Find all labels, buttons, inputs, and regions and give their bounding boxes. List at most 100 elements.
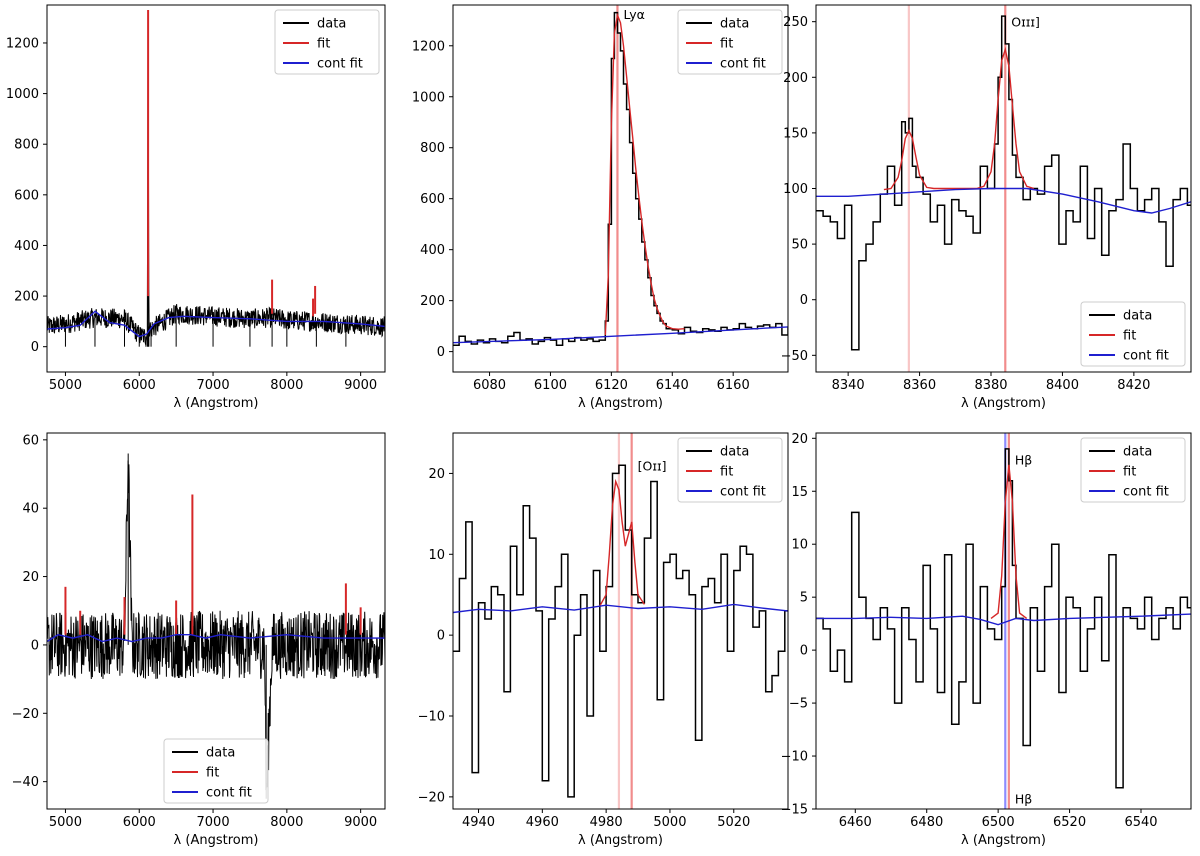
legend: data fit cont fit xyxy=(677,437,783,503)
legend: data fit cont fit xyxy=(274,9,380,75)
y-tick-label: 200 xyxy=(14,290,39,305)
axes-frame xyxy=(46,432,386,810)
chart-panel-5: 4940 4960 4980 5000 5020 −20 −10 0 10 20 λ (Angstr… xyxy=(418,432,789,848)
x-tick-label: 6120 xyxy=(595,378,628,393)
x-tick-label: 4960 xyxy=(526,815,559,830)
legend: data fit cont fit xyxy=(163,738,269,804)
x-tick-label: 6500 xyxy=(982,815,1015,830)
x-tick-label: 6160 xyxy=(717,378,750,393)
y-tick-label: 20 xyxy=(428,467,445,482)
y-tick-label: −5 xyxy=(789,697,808,712)
y-tick-label: 400 xyxy=(14,239,39,254)
legend-label: cont fit xyxy=(720,57,766,72)
x-tick-label: 5020 xyxy=(717,815,750,830)
x-tick-label: 8000 xyxy=(270,815,303,830)
axes-frame xyxy=(815,432,1192,810)
legend-box xyxy=(274,9,380,75)
legend-label: fit xyxy=(1123,329,1136,344)
y-tick-label: 50 xyxy=(791,238,808,253)
x-axis-label: λ (Angstrom) xyxy=(578,396,663,411)
legend-box xyxy=(163,738,269,804)
x-axis-label: λ (Angstrom) xyxy=(174,396,259,411)
x-tick-label: 9000 xyxy=(344,815,377,830)
y-tick-label: 400 xyxy=(420,243,445,258)
x-axis-label: λ (Angstrom) xyxy=(961,833,1046,848)
y-tick-label: −40 xyxy=(12,775,39,790)
x-tick-label: 6100 xyxy=(534,378,567,393)
legend-label: cont fit xyxy=(1123,349,1169,364)
plot-area xyxy=(816,433,1191,809)
line-annotation: [Oɪɪ] xyxy=(638,458,667,473)
series-cont-fit xyxy=(453,603,788,614)
legend-label: cont fit xyxy=(720,485,766,500)
x-tick-label: 6140 xyxy=(656,378,689,393)
y-tick-label: 200 xyxy=(420,294,445,309)
chart-panel-4: 5000 6000 7000 8000 9000 −40 −20 0 20 40 60 λ (Angs… xyxy=(12,432,386,848)
y-tick-label: −10 xyxy=(781,750,808,765)
legend-box xyxy=(1080,301,1186,367)
x-tick-label: 7000 xyxy=(197,378,230,393)
series-data xyxy=(47,460,385,791)
series-fit xyxy=(990,464,1028,619)
axes-frame xyxy=(452,4,789,373)
x-axis-label: λ (Angstrom) xyxy=(174,833,259,848)
x-tick-label: 6520 xyxy=(1053,815,1086,830)
legend-label: fit xyxy=(720,465,733,480)
x-tick-label: 4940 xyxy=(462,815,495,830)
x-tick-label: 5000 xyxy=(49,815,82,830)
axes-frame xyxy=(452,432,789,810)
legend-label: data xyxy=(720,445,749,460)
plot-area xyxy=(47,453,385,799)
y-tick-label: 600 xyxy=(420,192,445,207)
plot-area xyxy=(816,5,1191,372)
y-tick-label: 250 xyxy=(783,15,808,30)
x-tick-label: 8360 xyxy=(903,378,936,393)
chart-panel-1: 5000 6000 7000 8000 9000 0 200 400 600 800 1000 120… xyxy=(6,4,386,411)
legend-label: data xyxy=(1123,309,1152,324)
y-tick-label: 600 xyxy=(14,188,39,203)
y-tick-label: 20 xyxy=(791,432,808,447)
series-data xyxy=(453,464,788,798)
chart-panel-2: 6080 6100 6120 6140 6160 0 200 400 600 800 1000 120… xyxy=(412,4,789,411)
y-tick-label: −20 xyxy=(418,790,445,805)
line-annotation: Oɪɪɪ] xyxy=(1011,15,1040,30)
x-tick-label: 5000 xyxy=(49,378,82,393)
plot-area xyxy=(453,433,788,809)
y-tick-label: 800 xyxy=(420,141,445,156)
legend-label: fit xyxy=(720,37,733,52)
y-tick-label: −20 xyxy=(12,707,39,722)
y-tick-label: 20 xyxy=(22,570,39,585)
y-tick-label: 0 xyxy=(437,345,445,360)
y-tick-label: 1000 xyxy=(6,87,39,102)
y-tick-label: 100 xyxy=(783,182,808,197)
x-tick-label: 6000 xyxy=(123,815,156,830)
x-tick-label: 6540 xyxy=(1124,815,1157,830)
x-tick-label: 5000 xyxy=(653,815,686,830)
legend-box xyxy=(677,9,783,75)
y-tick-label: 0 xyxy=(437,629,445,644)
x-axis-label: λ (Angstrom) xyxy=(961,396,1046,411)
x-tick-label: 6080 xyxy=(473,378,506,393)
y-tick-label: 800 xyxy=(14,138,39,153)
legend-label: fit xyxy=(1123,465,1136,480)
y-tick-label: 10 xyxy=(791,538,808,553)
legend-box xyxy=(1080,437,1186,503)
legend-label: cont fit xyxy=(1123,485,1169,500)
line-annotation: Hβ xyxy=(1015,791,1032,806)
y-tick-label: 200 xyxy=(783,71,808,86)
series-data xyxy=(47,51,385,346)
series-fit xyxy=(599,478,645,607)
legend-label: fit xyxy=(317,37,330,52)
x-tick-label: 8380 xyxy=(974,378,1007,393)
x-tick-label: 6000 xyxy=(123,378,156,393)
line-annotation: Lyα xyxy=(623,7,644,22)
y-tick-label: 1200 xyxy=(412,39,445,54)
series-data xyxy=(453,11,788,346)
plot-area xyxy=(453,5,788,372)
plot-area xyxy=(47,10,385,347)
x-tick-label: 6480 xyxy=(910,815,943,830)
series-cont-fit xyxy=(816,613,1191,626)
y-tick-label: 0 xyxy=(800,293,808,308)
series-data xyxy=(816,448,1191,789)
x-tick-label: 8400 xyxy=(1046,378,1079,393)
